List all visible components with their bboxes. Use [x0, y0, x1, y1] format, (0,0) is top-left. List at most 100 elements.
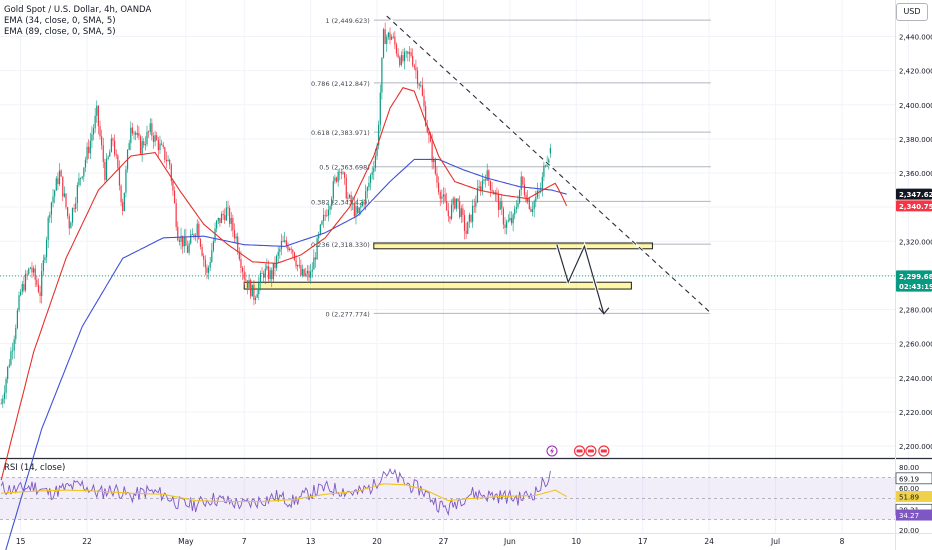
time-tick-label: 24	[704, 537, 714, 546]
candle-up	[279, 248, 281, 252]
candle-down	[293, 252, 296, 260]
candle-up	[70, 222, 72, 229]
candle-up	[509, 217, 511, 221]
candle-down	[26, 273, 28, 275]
event-markers[interactable]	[546, 445, 610, 457]
candle-down	[219, 217, 221, 223]
candle-up	[91, 134, 93, 141]
candle-up	[105, 158, 108, 180]
candle-down	[473, 205, 475, 207]
candle-down	[250, 279, 252, 297]
fib-level-label: 0.786 (2,412.847)	[311, 80, 370, 88]
time-axis[interactable]: 15 22 May 7 13 20 27 Jun 10 17 24 Jul 8	[16, 537, 845, 546]
candle-up	[107, 156, 109, 159]
candle-down	[112, 138, 114, 141]
candle-up	[369, 174, 372, 183]
price-tick-label: 2,280.000	[899, 307, 932, 315]
candle-down	[172, 181, 174, 191]
flag-stripe	[600, 449, 607, 453]
candle-down	[267, 266, 270, 280]
rsi-tick-label: 60.00	[899, 485, 919, 493]
candle-up	[269, 270, 271, 280]
candle-down	[457, 198, 459, 202]
candle-up	[45, 239, 48, 258]
candle-down	[298, 265, 300, 266]
candle-up	[94, 115, 96, 129]
flag-stripe	[587, 449, 594, 453]
candle-up	[13, 339, 15, 351]
price-label-box	[896, 280, 932, 292]
candle-up	[403, 51, 406, 62]
candle-down	[240, 259, 242, 269]
candle-down	[446, 201, 448, 211]
support-zone-box[interactable]	[243, 281, 632, 290]
candle-up	[264, 268, 266, 278]
candlestick-series	[0, 22, 551, 408]
time-tick-label: 10	[572, 537, 582, 546]
candle-up	[536, 190, 539, 198]
candle-down	[157, 140, 159, 151]
candle-up	[96, 105, 98, 116]
candle-down	[463, 215, 466, 231]
candle-up	[319, 224, 321, 235]
ema34-line	[0, 87, 568, 481]
fibonacci-retracement[interactable]: 1 (2,449.623) 0.786 (2,412.847) 0.618 (2,3…	[311, 17, 711, 318]
candle-up	[216, 220, 218, 229]
candle-up	[313, 257, 315, 270]
candle-up	[297, 265, 299, 267]
projection-path[interactable]	[556, 244, 605, 314]
candle-up	[230, 217, 232, 224]
candle-down	[421, 85, 423, 96]
candle-up	[376, 145, 378, 157]
candle-down	[131, 127, 134, 134]
candle-up	[123, 192, 125, 211]
candle-up	[512, 214, 514, 224]
candle-down	[423, 95, 425, 107]
candle-down	[138, 132, 140, 137]
candle-down	[114, 140, 116, 155]
candle-up	[358, 207, 360, 213]
candle-up	[476, 187, 479, 203]
candle-up	[5, 379, 7, 393]
rsi-legend[interactable]: RSI (14, close)	[4, 463, 66, 473]
candle-down	[522, 176, 524, 185]
candle-down	[335, 177, 338, 182]
candle-down	[340, 172, 342, 174]
price-label-box	[896, 200, 932, 212]
candle-up	[79, 178, 82, 179]
candle-up	[386, 37, 388, 45]
support-zone-box[interactable]	[373, 242, 653, 250]
candle-up	[391, 36, 393, 40]
time-tick-label: 27	[439, 537, 449, 546]
currency-button[interactable]: USD	[896, 3, 928, 21]
candle-up	[209, 262, 211, 268]
candle-up	[207, 267, 210, 273]
candle-up	[251, 284, 253, 297]
ema89-legend[interactable]: EMA (89, close, 0, SMA, 5)	[4, 27, 116, 37]
candle-up	[84, 159, 87, 168]
candle-up	[387, 32, 389, 38]
candle-down	[287, 245, 289, 251]
candle-up	[352, 203, 354, 205]
candle-down	[300, 265, 302, 276]
candle-up	[450, 204, 453, 219]
symbol-title[interactable]: Gold Spot / U.S. Dollar, 4h, OANDA	[4, 5, 152, 15]
candle-up	[44, 257, 46, 261]
candle-up	[141, 141, 143, 154]
candle-down	[363, 201, 365, 205]
candle-down	[413, 65, 415, 68]
ema34-legend[interactable]: EMA (34, close, 0, SMA, 5)	[4, 16, 116, 26]
candle-up	[154, 135, 156, 142]
dashed-trendline[interactable]	[386, 15, 712, 314]
candle-up	[318, 234, 320, 239]
time-tick-label: 20	[372, 537, 382, 546]
candle-down	[148, 131, 150, 133]
candle-down	[523, 184, 526, 196]
price-axis[interactable]: 2,200.000 2,220.000 2,240.000 2,260.000 2,28…	[895, 34, 932, 535]
drawing-tools[interactable]	[0, 15, 895, 315]
support-zones[interactable]	[243, 242, 653, 290]
candle-down	[122, 202, 124, 211]
candle-up	[379, 92, 381, 125]
candle-down	[101, 136, 103, 146]
